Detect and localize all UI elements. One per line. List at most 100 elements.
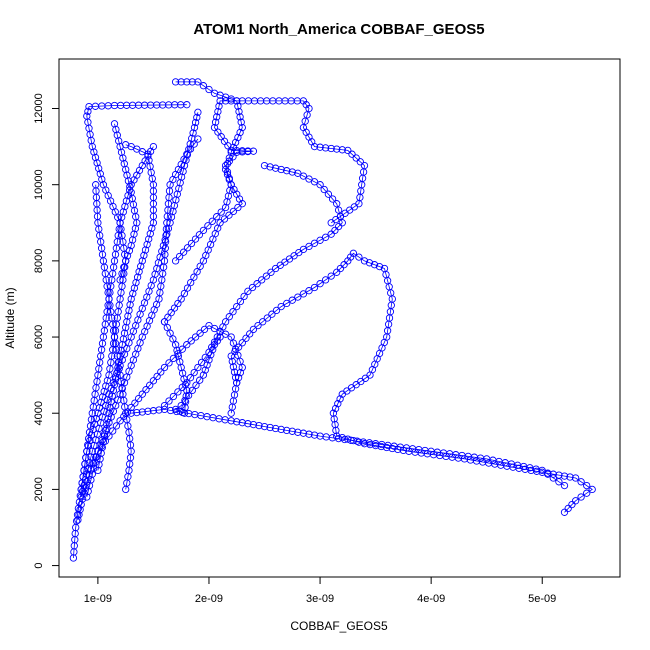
data-point (228, 357, 236, 366)
data-point (236, 113, 244, 121)
data-point (180, 289, 189, 298)
data-point (113, 131, 121, 139)
data-point (338, 433, 346, 442)
data-point (214, 107, 222, 116)
data-point (176, 358, 184, 366)
data-point (262, 272, 271, 280)
data-point (126, 301, 134, 309)
data-point (132, 278, 140, 287)
data-point (199, 226, 208, 235)
data-point (253, 280, 261, 288)
data-point (181, 396, 189, 405)
data-point (238, 363, 246, 372)
data-point (568, 500, 576, 509)
data-point (192, 381, 200, 389)
data-point (564, 504, 572, 513)
data-point (179, 248, 188, 256)
data-point (90, 148, 98, 156)
data-point (238, 123, 246, 132)
data-point (177, 401, 185, 410)
data-point (348, 150, 356, 158)
data-point (101, 437, 109, 445)
data-point (155, 406, 163, 414)
data-point (122, 197, 131, 205)
flight-track-line (164, 100, 365, 323)
data-point (177, 78, 185, 86)
data-point (130, 284, 139, 292)
data-point (133, 408, 141, 417)
data-point (229, 363, 238, 371)
x-tick-label: 4e-09 (417, 593, 445, 605)
data-point (133, 219, 141, 227)
data-point (231, 138, 240, 147)
data-point (355, 253, 363, 261)
data-point (224, 192, 233, 200)
data-point (112, 422, 121, 430)
data-point (143, 240, 151, 249)
data-point (149, 377, 158, 385)
data-point (221, 318, 230, 326)
data-point (338, 219, 346, 227)
data-point (233, 418, 241, 426)
data-point (329, 409, 338, 417)
data-point (123, 318, 131, 326)
x-axis: 1e-09 2e-09 3e-09 4e-09 5e-09 (84, 576, 556, 605)
data-point (83, 112, 91, 120)
data-point (244, 420, 252, 428)
data-point (267, 268, 275, 276)
data-point (166, 329, 174, 337)
data-point (234, 102, 242, 110)
data-point (327, 219, 335, 227)
data-point (181, 398, 190, 406)
data-point (259, 318, 267, 326)
data-point (138, 257, 146, 265)
data-point (116, 276, 124, 284)
data-point (194, 78, 202, 86)
data-point (320, 185, 328, 194)
data-point (87, 453, 95, 461)
data-point (128, 236, 137, 244)
data-point (188, 386, 196, 395)
data-point (115, 137, 123, 145)
data-point (196, 376, 204, 384)
data-point (118, 341, 126, 349)
data-point (305, 430, 313, 438)
data-point (236, 128, 244, 137)
data-point (123, 408, 132, 416)
data-point (227, 181, 235, 189)
data-point (288, 427, 296, 435)
data-point (194, 108, 202, 116)
data-point (571, 474, 580, 482)
data-point (103, 420, 111, 429)
data-point (560, 508, 569, 516)
data-point (560, 481, 569, 490)
data-point (583, 489, 591, 497)
data-point (549, 474, 557, 482)
data-point (370, 261, 379, 269)
data-point (89, 459, 98, 468)
data-point (560, 472, 569, 480)
data-point (134, 394, 143, 403)
data-point (116, 142, 124, 151)
data-point (236, 368, 245, 377)
data-point (327, 144, 335, 153)
data-point (142, 386, 150, 394)
flight-track-line (80, 112, 199, 498)
data-point (92, 181, 100, 189)
data-point (118, 213, 126, 221)
data-point (588, 485, 596, 494)
data-point (246, 330, 254, 338)
data-point (583, 481, 591, 490)
data-point (153, 372, 161, 381)
data-point (183, 386, 191, 395)
data-point (174, 350, 182, 358)
data-point (148, 224, 156, 232)
data-point (327, 272, 335, 280)
data-point (109, 427, 117, 435)
data-point (107, 398, 115, 406)
data-point (86, 436, 94, 445)
data-point (328, 195, 337, 203)
data-point (91, 153, 100, 162)
data-point (183, 150, 191, 158)
y-tick-label: 0 (33, 563, 45, 569)
